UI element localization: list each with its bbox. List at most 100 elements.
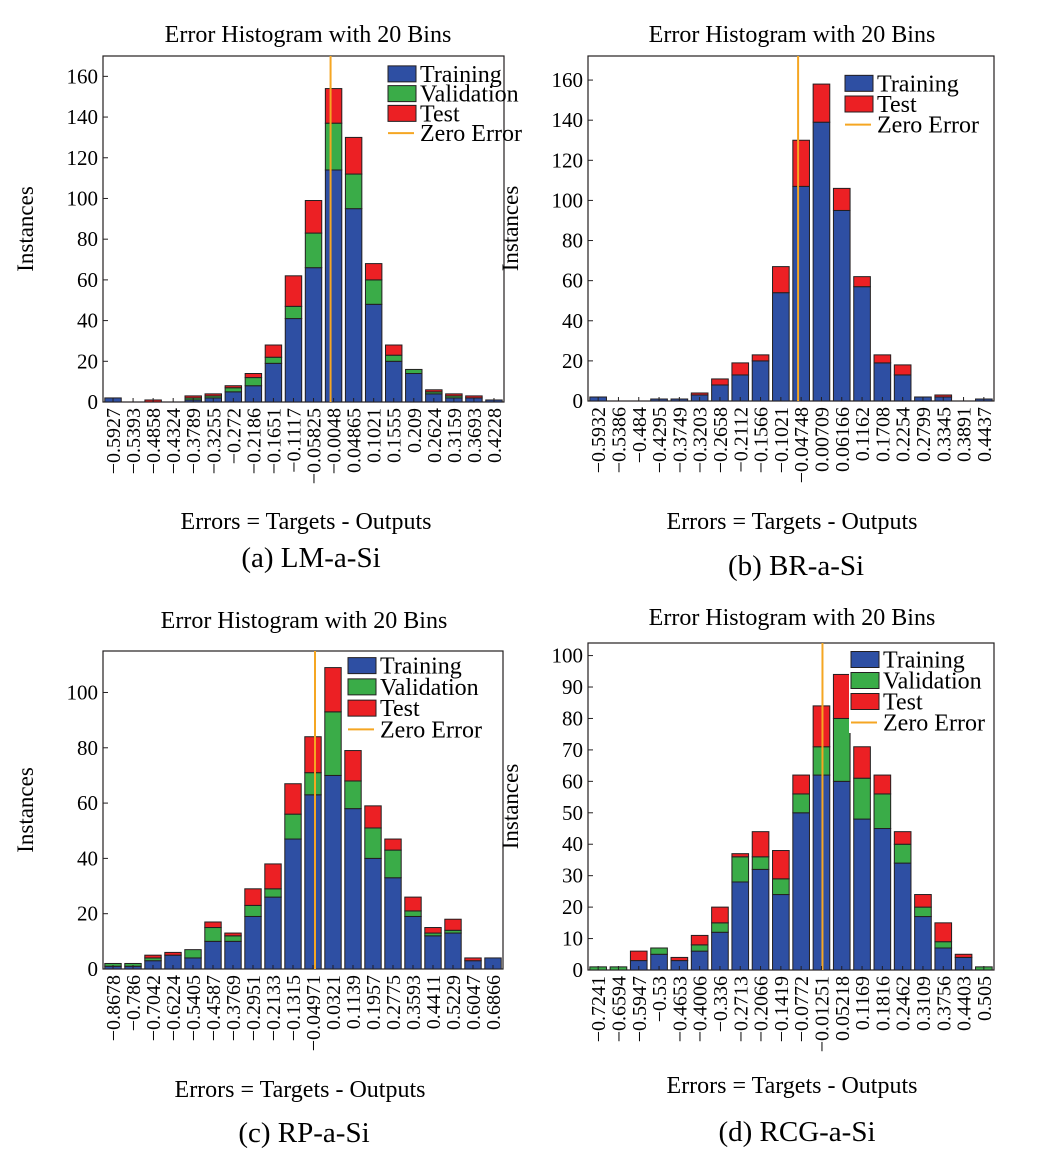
x-tick-label: −0.2186 [243, 408, 265, 474]
x-tick-label: 0.4228 [484, 408, 506, 463]
chart-title: Error Histogram with 20 Bins [649, 22, 936, 48]
x-tick-label: −0.2133 [263, 975, 285, 1041]
legend-swatch-validation [850, 672, 880, 689]
bar-test-17 [444, 918, 462, 931]
y-tick-label: 100 [67, 186, 99, 210]
legend-label-zero: Zero Error [883, 711, 985, 737]
x-tick-label: −0.4006 [690, 976, 712, 1042]
bar-training-11 [812, 774, 831, 971]
bar-test-10 [792, 139, 810, 187]
chart-panel-0: Error Histogram with 20 Bins 0 20 40 60 80 100… [13, 22, 522, 574]
x-tick-label: −0.5927 [103, 408, 125, 474]
bar-test-18 [954, 953, 973, 958]
x-tick-label: −0.3769 [223, 975, 245, 1041]
x-tick-label: 0.3159 [444, 408, 466, 463]
x-tick-label: −0.05825 [304, 408, 326, 484]
bar-test-5 [690, 392, 709, 396]
x-tick-label: −0.2658 [710, 407, 732, 473]
bar-validation-6 [224, 387, 243, 393]
bar-test-13 [853, 276, 871, 288]
y-tick-label: 140 [552, 108, 584, 132]
y-tick-label: 50 [562, 801, 583, 825]
bar-validation-9 [772, 878, 790, 896]
x-tick-label: 0.2624 [424, 408, 446, 463]
bar-test-16 [914, 894, 932, 908]
y-tick-label: 0 [573, 958, 584, 982]
legend-swatch-test [850, 693, 880, 710]
bar-training-7 [731, 881, 750, 971]
x-tick-label: −0.1117 [283, 408, 305, 473]
bar-validation-7 [244, 377, 263, 387]
x-tick-label: −0.8678 [103, 975, 125, 1041]
bar-training-7 [244, 915, 262, 970]
bar-validation-3 [650, 947, 668, 955]
legend-swatch-validation [347, 678, 377, 696]
y-tick-label: 60 [77, 791, 98, 815]
x-tick-label: −0.04971 [303, 975, 325, 1051]
bar-training-13 [364, 857, 382, 970]
legend-swatch-training [844, 74, 874, 92]
bar-test-12 [344, 136, 363, 175]
bar-training-12 [344, 208, 363, 403]
bar-training-5 [204, 940, 222, 970]
bar-test-12 [344, 750, 362, 782]
x-tick-label: 0.4403 [954, 976, 976, 1031]
bar-validation-14 [873, 793, 892, 830]
bar-test-6 [224, 385, 243, 389]
x-tick-label: −0.4324 [163, 408, 185, 474]
y-tick-label: 40 [77, 309, 98, 333]
bar-validation-14 [385, 354, 403, 362]
chart-title: Error Histogram with 20 Bins [649, 605, 936, 631]
y-tick-label: 20 [77, 902, 98, 926]
legend-label-training: Training [380, 654, 462, 680]
bar-test-4 [670, 956, 689, 962]
bar-validation-16 [914, 906, 932, 918]
bar-training-13 [853, 818, 871, 971]
y-tick-label: 100 [552, 188, 584, 212]
bar-test-13 [364, 263, 383, 281]
bar-test-15 [893, 831, 912, 845]
x-tick-label: −0.2713 [730, 976, 752, 1042]
bar-test-17 [445, 393, 463, 397]
x-tick-label: 0.04865 [344, 408, 366, 473]
bar-test-7 [244, 888, 262, 906]
x-tick-label: −0.5386 [608, 407, 630, 473]
y-tick-label: 0 [88, 957, 99, 981]
bar-test-14 [384, 838, 402, 851]
bar-test-9 [284, 275, 303, 307]
bar-test-14 [873, 774, 892, 795]
y-tick-label: 100 [552, 644, 584, 668]
bar-training-16 [914, 916, 932, 971]
y-tick-label: 120 [552, 148, 584, 172]
bar-test-2 [629, 950, 648, 962]
x-tick-label: −0.53 [649, 976, 671, 1022]
x-tick-label: −0.5405 [183, 975, 205, 1041]
bar-test-7 [244, 373, 263, 379]
x-tick-label: −0.6594 [608, 976, 630, 1042]
y-tick-label: 40 [77, 846, 98, 870]
x-tick-label: −0.1021 [771, 407, 793, 473]
x-tick-label: −0.3203 [690, 407, 712, 473]
bar-validation-6 [711, 922, 729, 933]
bar-validation-10 [304, 232, 323, 269]
y-tick-label: 40 [562, 309, 583, 333]
x-axis-label: Errors = Targets - Outputs [667, 1073, 918, 1099]
chart-panel-3: Error Histogram with 20 Bins 0 10 20 30 40 50 6… [498, 605, 996, 1148]
bar-training-8 [751, 360, 770, 402]
x-tick-label: 0.0321 [323, 975, 345, 1030]
legend-swatch-training [347, 657, 377, 675]
bar-test-10 [304, 200, 323, 234]
y-tick-label: 40 [562, 832, 583, 856]
legend-swatch-training [387, 65, 417, 83]
bar-training-10 [304, 267, 323, 403]
y-tick-label: 60 [562, 769, 583, 793]
x-tick-label: −0.4587 [203, 975, 225, 1041]
bar-test-18 [464, 957, 482, 962]
bar-validation-8 [264, 356, 283, 364]
y-axis-label: Instances [498, 764, 523, 850]
subfigure-caption: (d) RCG-a-Si [718, 1116, 875, 1148]
bar-validation-10 [792, 793, 810, 814]
bar-training-11 [812, 121, 831, 402]
